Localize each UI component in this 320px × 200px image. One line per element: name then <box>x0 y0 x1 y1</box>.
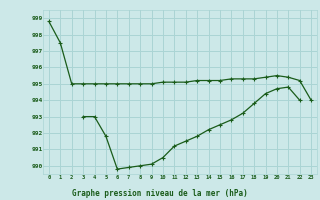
Text: Graphe pression niveau de la mer (hPa): Graphe pression niveau de la mer (hPa) <box>72 189 248 198</box>
